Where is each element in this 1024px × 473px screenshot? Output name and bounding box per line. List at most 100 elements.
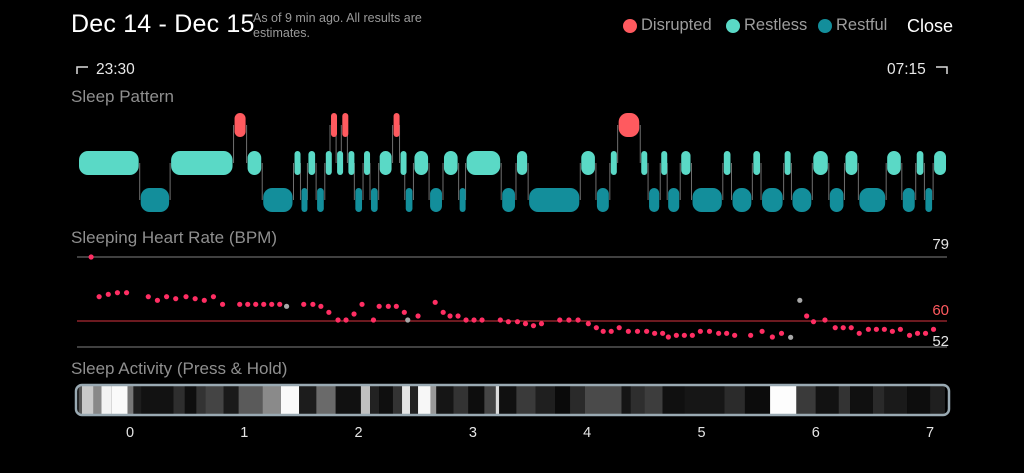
sleep-segment-restless	[443, 151, 458, 175]
heart-rate-point	[105, 291, 111, 297]
legend-restful: Restful	[818, 16, 887, 35]
sleep-segment-restless	[400, 151, 407, 175]
heart-rate-point	[283, 303, 290, 309]
heart-rate-point	[759, 328, 765, 334]
sleep-segment-restful	[405, 188, 413, 212]
heart-rate-point	[192, 296, 198, 302]
sleep-segment-restless	[364, 151, 371, 175]
sleep-pattern-chart[interactable]	[0, 0, 1024, 230]
heart-rate-point	[832, 325, 838, 331]
activity-bar	[223, 385, 239, 415]
activity-bar	[101, 385, 112, 415]
max-label: 79	[932, 236, 949, 253]
heart-rate-point	[538, 321, 545, 327]
activity-bar	[495, 385, 500, 415]
heart-rate-point	[163, 294, 170, 300]
sleep-segment-restless	[753, 151, 761, 175]
heart-rate-point	[514, 319, 521, 325]
sleep-segment-restful	[596, 188, 609, 212]
sleep-segment-restful	[301, 188, 308, 212]
activity-bar	[81, 385, 94, 415]
heart-rate-point	[788, 334, 794, 340]
heart-rate-point	[873, 326, 879, 332]
heart-rate-point	[681, 332, 687, 338]
heart-rate-point	[359, 301, 365, 307]
activity-frame	[74, 383, 951, 417]
heart-rate-point	[210, 294, 217, 300]
heart-rate-point	[245, 301, 251, 307]
activity-bar	[173, 385, 185, 415]
sleep-segment-disrupted	[342, 113, 349, 137]
min-label: 52	[932, 333, 949, 350]
heart-rate-chart[interactable]: 79 60 52	[0, 0, 1024, 360]
sleep-segment-restless	[681, 151, 691, 175]
legend-disrupted: Disrupted	[623, 16, 712, 35]
sleep-segment-disrupted	[393, 113, 400, 137]
sleep-segment-restful	[263, 188, 293, 212]
activity-bar	[78, 385, 82, 415]
sleep-segment-restful	[649, 188, 660, 212]
heart-rate-point	[634, 328, 641, 334]
heart-rate-point	[906, 332, 913, 338]
sleep-segment-restful	[430, 188, 442, 212]
activity-bar	[644, 385, 663, 415]
activity-tick-label: 7	[926, 425, 934, 441]
heart-rate-point	[665, 334, 671, 340]
activity-bar	[280, 385, 300, 415]
sleep-segment-restful	[529, 188, 580, 212]
activity-bar	[850, 385, 873, 415]
sleep-segment-restless	[887, 151, 901, 175]
heart-rate-point	[769, 334, 775, 340]
activity-bar	[815, 385, 839, 415]
heart-rate-title: Sleeping Heart Rate (BPM)	[71, 228, 277, 247]
heart-rate-point	[201, 297, 207, 303]
heart-rate-point	[405, 317, 411, 323]
activity-tick-label: 4	[583, 425, 591, 441]
sleep-segment-restful	[668, 188, 680, 212]
activity-tick-label: 2	[355, 425, 363, 441]
heart-rate-point	[778, 330, 785, 336]
activity-bar	[196, 385, 206, 415]
sleep-segment-disrupted	[618, 113, 640, 137]
heart-rate-point	[673, 332, 679, 338]
activity-bar	[133, 385, 142, 415]
activity-bar	[379, 385, 393, 415]
activity-bar	[360, 385, 371, 415]
sleep-segment-restful	[925, 188, 933, 212]
heart-rate-point	[706, 328, 713, 334]
heart-rate-point	[301, 301, 307, 307]
heart-rate-point	[922, 330, 929, 336]
heart-rate-point	[253, 301, 259, 307]
sleep-segment-restful	[762, 188, 783, 212]
activity-bar	[299, 385, 317, 415]
activity-bar	[570, 385, 585, 415]
end-bracket-icon	[936, 66, 948, 74]
activity-bar	[468, 385, 485, 415]
heart-rate-point	[114, 290, 121, 296]
activity-bar	[370, 385, 380, 415]
sleep-segment-restless	[294, 151, 301, 175]
heart-rate-point	[848, 325, 854, 331]
heart-rate-point	[96, 294, 102, 300]
activity-bar	[402, 385, 411, 415]
end-time: 07:15	[887, 61, 926, 78]
heart-rate-point	[865, 326, 871, 332]
sleep-segment-restful	[502, 188, 515, 212]
heart-rate-point	[497, 317, 503, 323]
sleep-segment-restless	[723, 151, 731, 175]
heart-rate-point	[660, 330, 666, 336]
activity-bar	[535, 385, 556, 415]
activity-bar	[141, 385, 174, 415]
sleep-segment-restless	[516, 151, 528, 175]
activity-bar	[111, 385, 128, 415]
heart-rate-point	[914, 330, 921, 336]
sleep-segment-restless	[581, 151, 595, 175]
sleep-segment-restful	[459, 188, 466, 212]
start-time: 23:30	[96, 61, 135, 78]
activity-bar	[205, 385, 224, 415]
activity-bar	[93, 385, 102, 415]
close-button[interactable]: Close	[907, 16, 954, 36]
sleep-segment-disrupted	[331, 113, 338, 137]
sleep-segment-restless	[845, 151, 858, 175]
